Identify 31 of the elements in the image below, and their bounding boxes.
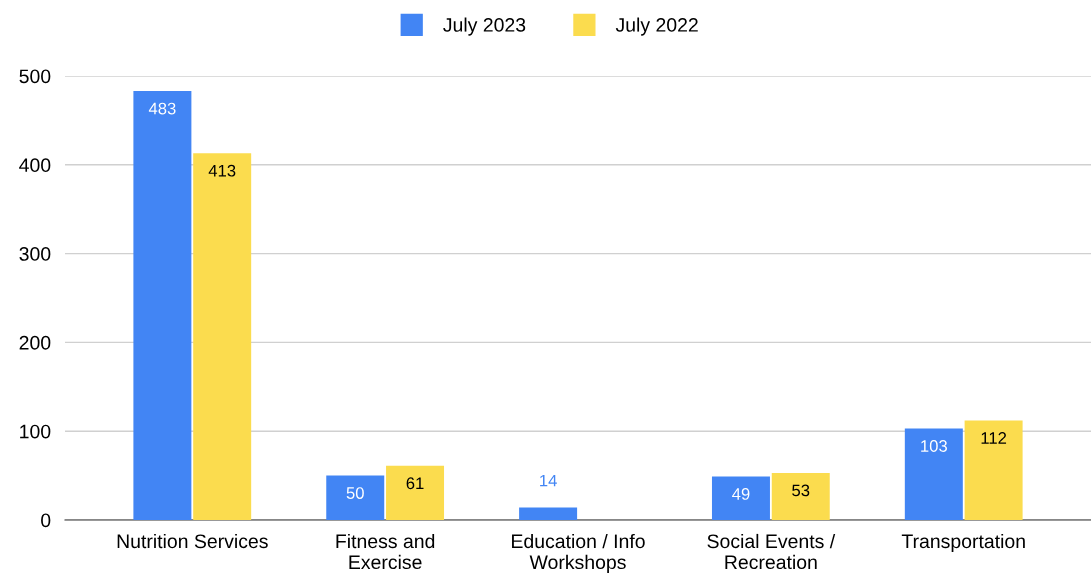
data-label: 50 [346, 487, 364, 499]
data-label: 413 [208, 164, 236, 177]
data-label: 14 [540, 474, 557, 487]
y-tick-label: 300 [19, 247, 51, 261]
bar [711, 476, 770, 520]
x-tick-label: Social Events / Recreation [707, 533, 836, 570]
x-tick-label: Nutrition Services [117, 533, 268, 549]
data-label: 49 [732, 488, 750, 500]
legend-label: July 2023 [443, 17, 526, 36]
y-tick-label: 200 [19, 335, 51, 350]
data-label: 61 [406, 477, 424, 490]
bar [771, 472, 830, 520]
data-label: 53 [792, 484, 810, 497]
x-tick-label: Fitness and Exercise [336, 533, 435, 570]
legend-label: July 2022 [615, 17, 698, 36]
bar [519, 507, 578, 520]
bar [904, 428, 963, 520]
y-tick-label: 500 [19, 69, 51, 84]
data-label: 112 [981, 432, 1007, 444]
data-label: 103 [921, 440, 947, 452]
data-label: 483 [148, 102, 176, 115]
bar [133, 91, 192, 520]
bar [193, 153, 252, 520]
x-tick-label: Education / Info Workshops [512, 533, 645, 573]
bar [964, 420, 1023, 520]
y-tick-label: 100 [20, 424, 51, 439]
y-tick-label: 400 [19, 158, 51, 173]
bar [386, 465, 445, 520]
y-tick-label: 0 [41, 513, 51, 528]
x-tick-label: Transportation [901, 533, 1025, 553]
bar [326, 475, 385, 520]
